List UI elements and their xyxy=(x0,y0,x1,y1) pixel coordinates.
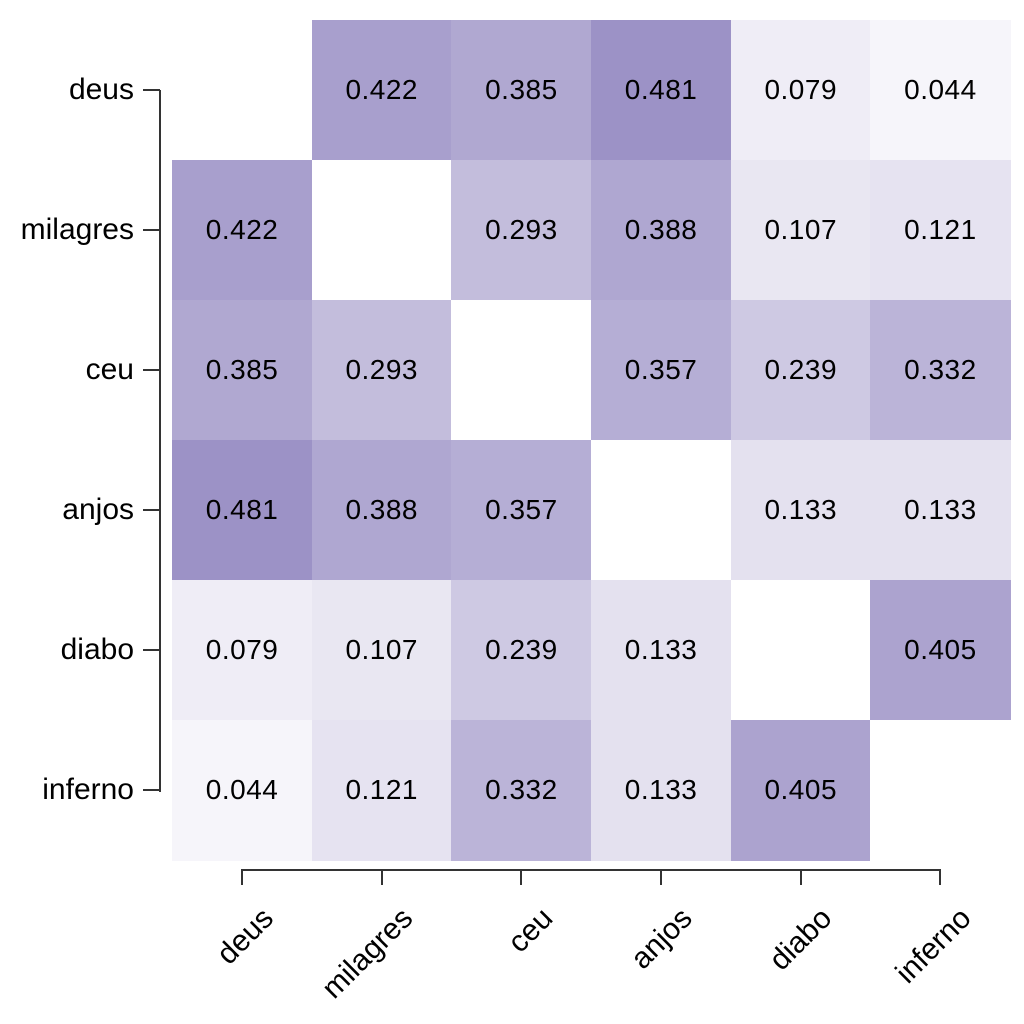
heatmap-cell: 0.422 xyxy=(311,20,452,161)
cell-value: 0.422 xyxy=(345,74,419,106)
y-axis-line xyxy=(158,90,161,792)
cell-value: 0.107 xyxy=(345,634,419,666)
cell-value: 0.293 xyxy=(485,214,558,246)
cell-value: 0.357 xyxy=(485,494,558,526)
cell-value: 0.121 xyxy=(904,214,977,246)
heatmap-cell: 0.079 xyxy=(172,580,313,721)
x-axis-label: ceu xyxy=(501,901,560,960)
heatmap-cell: 0.293 xyxy=(451,160,592,301)
x-axis-tick xyxy=(380,868,383,885)
cell-value: 0.079 xyxy=(205,634,279,666)
x-axis-tick xyxy=(799,868,802,885)
cell-value: 0.133 xyxy=(764,494,838,526)
cell-value: 0.357 xyxy=(624,354,698,386)
cell-value: 0.405 xyxy=(904,634,977,666)
x-axis-label: diabo xyxy=(763,901,839,977)
heatmap-cell: 0.422 xyxy=(172,160,313,301)
cell-value: 0.133 xyxy=(624,634,698,666)
heatmap-cell: 0.133 xyxy=(591,720,732,861)
x-axis-tick xyxy=(240,868,243,885)
heatmap-cell: 0.385 xyxy=(451,20,592,161)
x-axis-line xyxy=(240,868,942,871)
cell-value: 0.239 xyxy=(485,634,558,666)
heatmap-cell: 0.133 xyxy=(591,580,732,721)
cell-value: 0.239 xyxy=(764,354,838,386)
x-axis-label: milagres xyxy=(315,901,420,1006)
heatmap-cell xyxy=(172,20,313,161)
x-axis-label: deus xyxy=(210,901,280,971)
x-axis-tick xyxy=(939,868,942,885)
y-axis-tick xyxy=(143,369,160,371)
heatmap-cell xyxy=(870,720,1011,861)
cell-value: 0.481 xyxy=(624,74,698,106)
heatmap-cell: 0.405 xyxy=(870,580,1011,721)
heatmap-cell: 0.239 xyxy=(730,300,871,441)
cell-value: 0.044 xyxy=(205,774,279,806)
cell-value: 0.422 xyxy=(205,214,279,246)
cell-value: 0.332 xyxy=(485,774,558,806)
y-axis-tick xyxy=(143,509,160,511)
heatmap-cell: 0.107 xyxy=(311,580,452,721)
y-axis-tick xyxy=(143,789,160,791)
heatmap-cell: 0.293 xyxy=(311,300,452,441)
cell-value: 0.133 xyxy=(624,774,698,806)
x-axis-label: anjos xyxy=(624,901,699,976)
heatmap-cell: 0.332 xyxy=(451,720,592,861)
cell-value: 0.385 xyxy=(205,354,279,386)
y-axis-tick xyxy=(143,229,160,231)
heatmap-cell xyxy=(311,160,452,301)
heatmap-cell: 0.133 xyxy=(730,440,871,581)
cell-value: 0.481 xyxy=(205,494,279,526)
y-axis-tick xyxy=(143,649,160,651)
y-axis-label: ceu xyxy=(85,353,134,386)
cell-value: 0.079 xyxy=(764,74,838,106)
y-axis-label: anjos xyxy=(62,493,134,526)
heatmap-cell: 0.332 xyxy=(870,300,1011,441)
heatmap-cell: 0.044 xyxy=(870,20,1011,161)
cell-value: 0.293 xyxy=(345,354,419,386)
cell-value: 0.405 xyxy=(764,774,838,806)
heatmap-cell: 0.079 xyxy=(730,20,871,161)
y-axis-label: inferno xyxy=(42,773,134,806)
heatmap-cell: 0.121 xyxy=(311,720,452,861)
heatmap-cell: 0.239 xyxy=(451,580,592,721)
cell-value: 0.385 xyxy=(485,74,558,106)
cell-value: 0.332 xyxy=(904,354,977,386)
cell-value: 0.107 xyxy=(764,214,838,246)
heatmap-cell: 0.388 xyxy=(591,160,732,301)
heatmap-cell: 0.385 xyxy=(172,300,313,441)
y-axis-label: milagres xyxy=(20,213,134,246)
x-axis-tick xyxy=(520,868,523,885)
heatmap-cell: 0.121 xyxy=(870,160,1011,301)
heatmap-cell: 0.405 xyxy=(730,720,871,861)
cell-value: 0.044 xyxy=(904,74,977,106)
cell-value: 0.388 xyxy=(624,214,698,246)
heatmap-cell: 0.044 xyxy=(172,720,313,861)
heatmap-cell: 0.481 xyxy=(172,440,313,581)
heatmap-cell: 0.357 xyxy=(591,300,732,441)
heatmap-cell xyxy=(451,300,592,441)
heatmap-cell: 0.133 xyxy=(870,440,1011,581)
cell-value: 0.388 xyxy=(345,494,419,526)
heatmap-cell: 0.107 xyxy=(730,160,871,301)
x-axis-tick xyxy=(659,868,662,885)
y-axis-tick xyxy=(143,89,160,91)
cell-value: 0.121 xyxy=(345,774,419,806)
y-axis-label: deus xyxy=(68,73,134,106)
cell-value: 0.133 xyxy=(904,494,977,526)
x-axis-label: inferno xyxy=(889,901,979,990)
heatmap-cell xyxy=(730,580,871,721)
heatmap-cell: 0.357 xyxy=(451,440,592,581)
heatmap-cell: 0.481 xyxy=(591,20,732,161)
heatmap-cell xyxy=(591,440,732,581)
heatmap-cell: 0.388 xyxy=(311,440,452,581)
y-axis-label: diabo xyxy=(60,633,134,666)
